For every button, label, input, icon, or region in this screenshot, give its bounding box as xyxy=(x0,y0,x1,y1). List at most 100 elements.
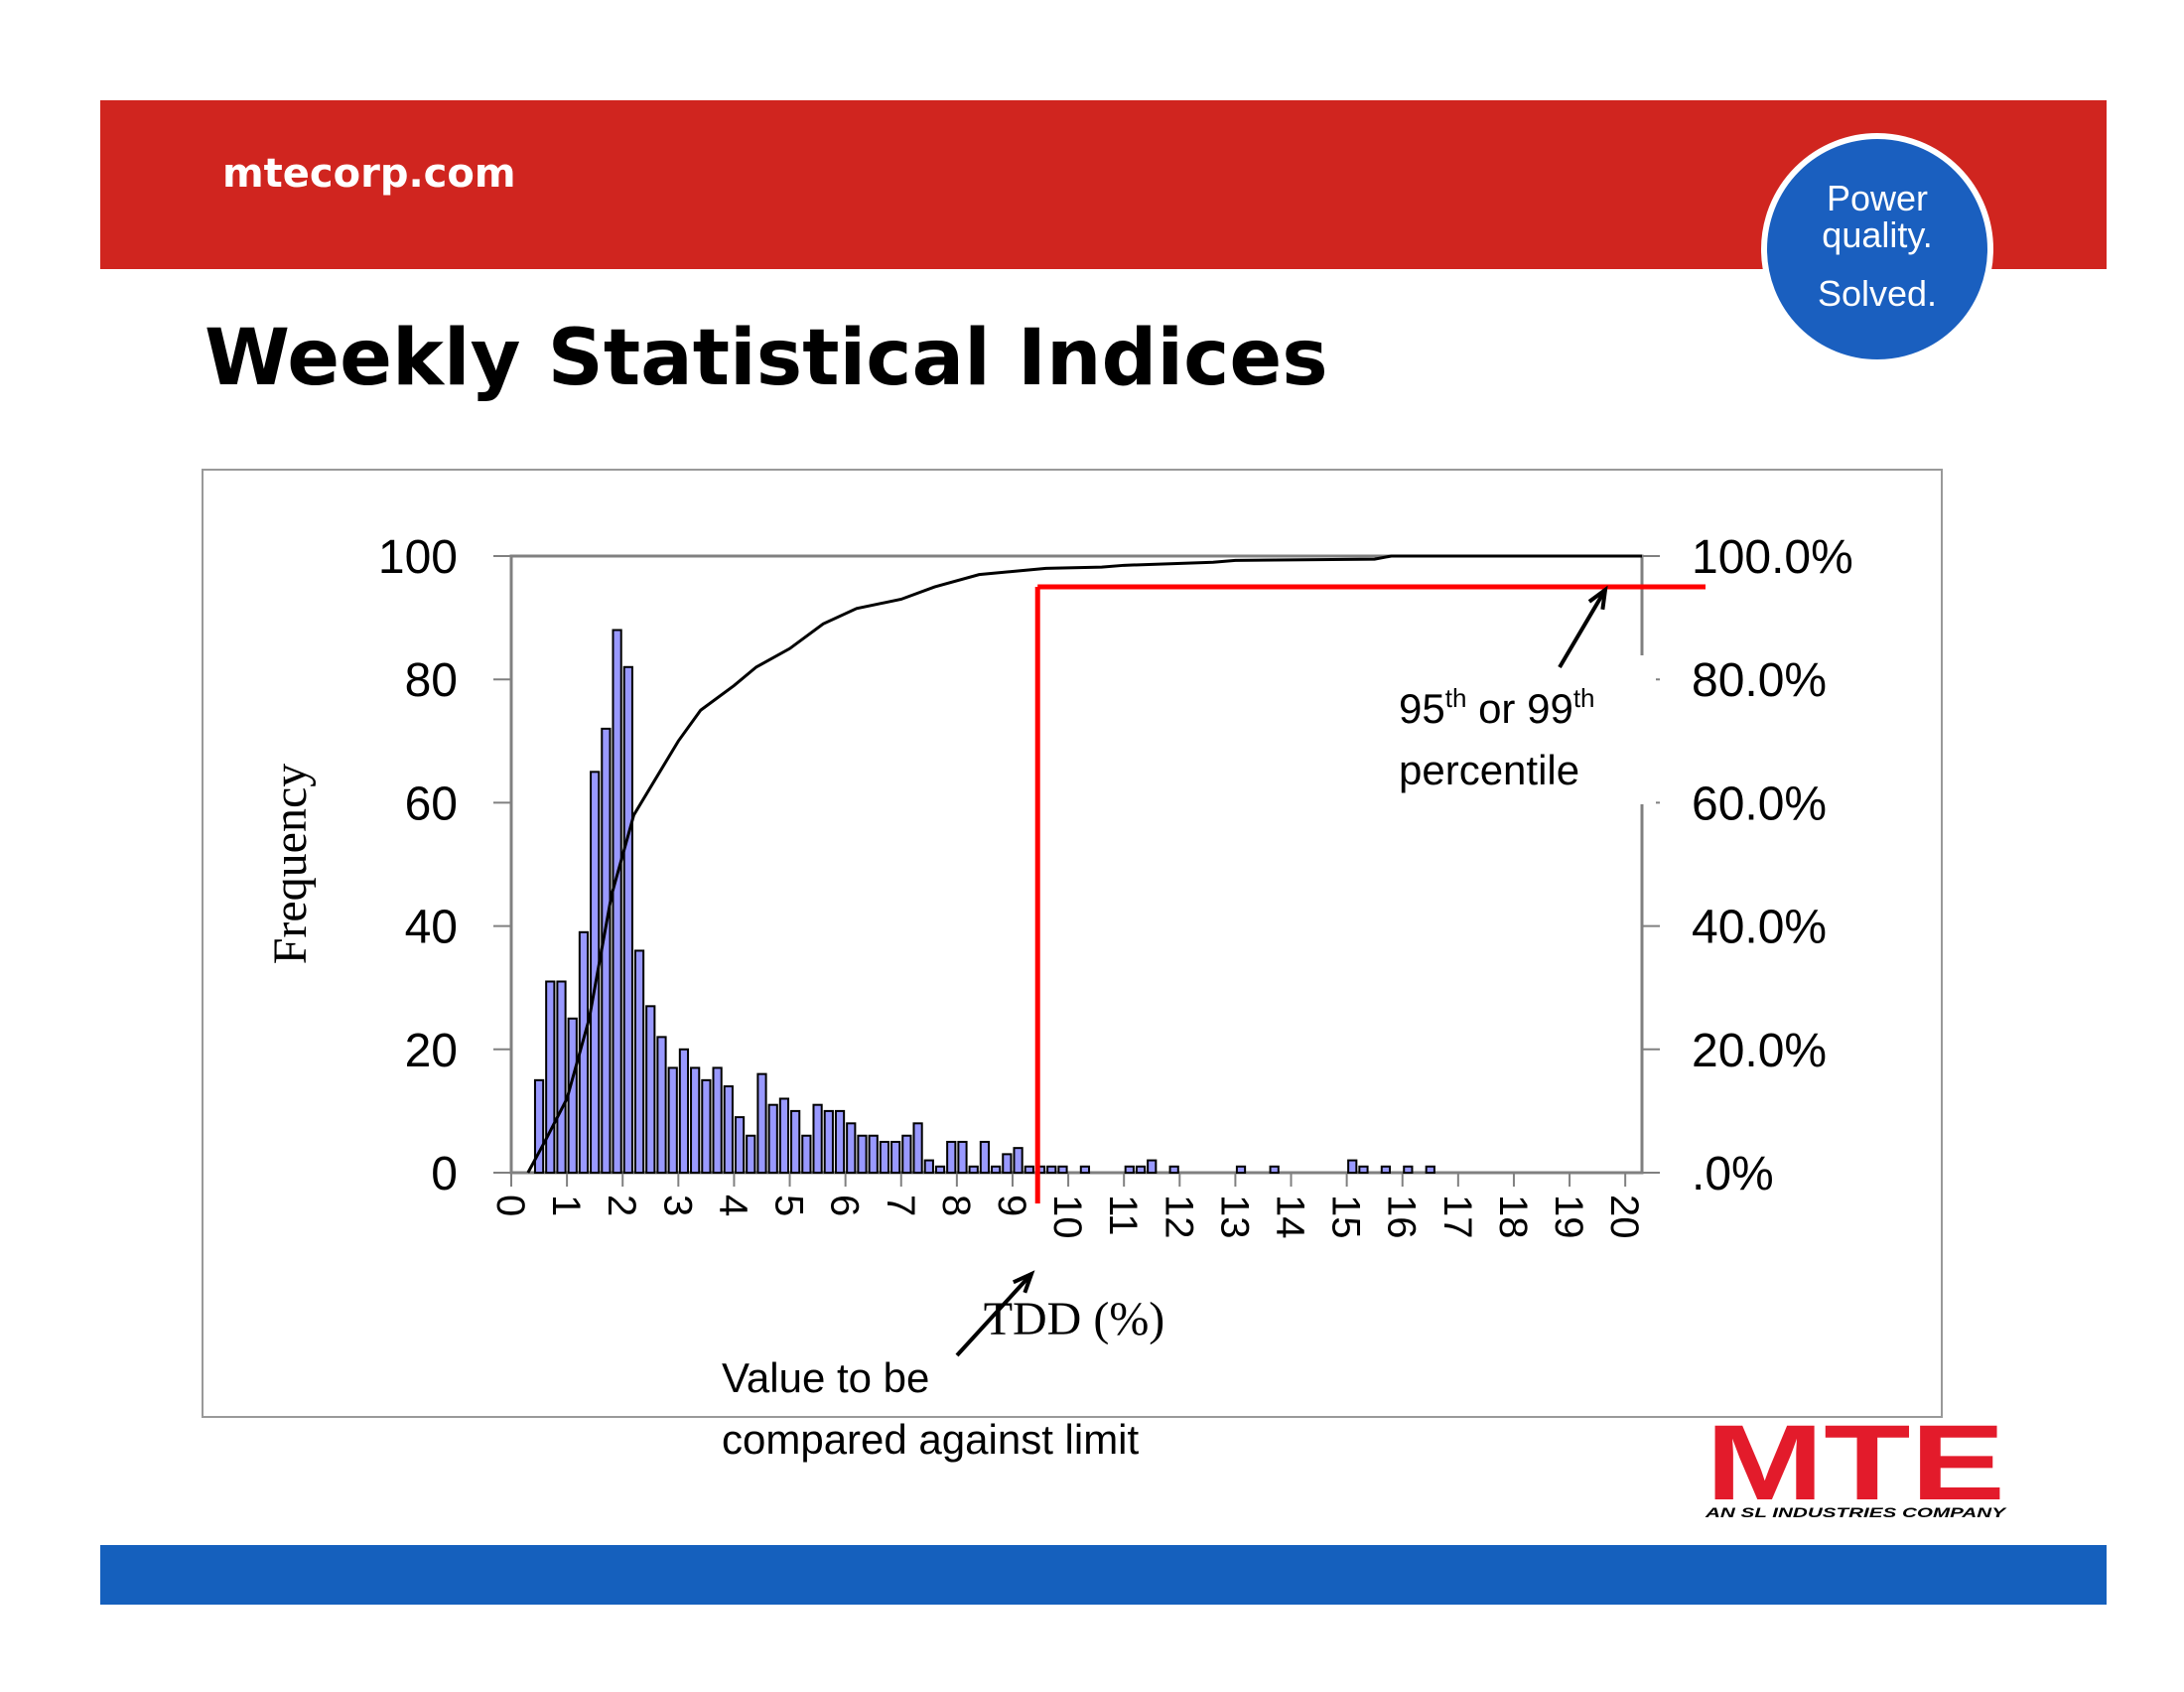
x-tick-label: 15 xyxy=(1324,1195,1368,1239)
annotation-part: or 99 xyxy=(1466,685,1572,732)
badge-text: quality. xyxy=(1822,214,1932,255)
x-tick-label: 3 xyxy=(655,1195,699,1216)
y-tick-label: 80 xyxy=(405,654,458,707)
bar xyxy=(1347,1159,1358,1174)
bar xyxy=(1057,1165,1068,1175)
y-axis-label: Frequency xyxy=(264,764,317,965)
bar xyxy=(756,1072,767,1175)
bar xyxy=(645,1005,656,1175)
bar xyxy=(734,1116,746,1174)
bar xyxy=(1168,1165,1179,1175)
bar xyxy=(612,629,622,1174)
bar xyxy=(790,1109,801,1175)
bar xyxy=(701,1078,712,1174)
bar xyxy=(934,1165,946,1175)
bar xyxy=(746,1134,756,1174)
bar xyxy=(545,980,556,1174)
arrow-head xyxy=(1012,1270,1035,1294)
bar xyxy=(834,1109,846,1175)
bar xyxy=(633,949,645,1174)
x-tick-label: 4 xyxy=(711,1195,754,1216)
annotation: 95th or 99th xyxy=(1399,683,1595,732)
bar xyxy=(556,980,567,1174)
logo: MTE xyxy=(1706,1402,2005,1522)
bar xyxy=(690,1066,701,1175)
bar xyxy=(957,1140,968,1174)
bar xyxy=(712,1066,723,1175)
bar xyxy=(1235,1165,1247,1175)
bar xyxy=(857,1134,868,1174)
bar xyxy=(1002,1153,1013,1174)
bar xyxy=(1135,1165,1147,1175)
bar xyxy=(1380,1165,1392,1175)
x-tick-label: 6 xyxy=(823,1195,867,1216)
x-tick-label: 2 xyxy=(600,1195,643,1216)
bar xyxy=(879,1140,890,1174)
bar xyxy=(656,1036,667,1174)
bar xyxy=(968,1165,979,1175)
bar xyxy=(1403,1165,1414,1175)
footer-band xyxy=(100,1545,2107,1605)
y2-tick-label: 60.0% xyxy=(1692,777,1827,830)
annotation: Value to be xyxy=(722,1354,929,1401)
slide-title: Weekly Statistical Indices xyxy=(205,314,1328,403)
arrow xyxy=(955,1272,1033,1357)
y2-tick-label: .0% xyxy=(1692,1148,1774,1200)
bar xyxy=(767,1103,778,1174)
bar xyxy=(912,1122,923,1174)
bar xyxy=(622,665,633,1175)
chart-box xyxy=(202,469,1943,1418)
arrow-head xyxy=(1587,585,1608,611)
bar xyxy=(801,1134,812,1174)
x-tick-label: 0 xyxy=(488,1195,532,1216)
bar xyxy=(946,1140,957,1174)
x-tick-label: 7 xyxy=(879,1195,922,1216)
y-tick-label: 40 xyxy=(405,902,458,954)
plot-frame xyxy=(509,554,1644,1175)
bar xyxy=(812,1103,823,1174)
x-tick-label: 5 xyxy=(767,1195,811,1216)
superscript: th xyxy=(1445,683,1467,713)
annotation: compared against limit xyxy=(722,1416,1140,1463)
bar xyxy=(991,1165,1002,1175)
x-tick-label: 11 xyxy=(1101,1195,1145,1236)
annotation-part: 95 xyxy=(1399,685,1445,732)
x-axis-label: TDD (%) xyxy=(984,1293,1165,1345)
bar xyxy=(923,1159,934,1174)
bar xyxy=(1046,1165,1057,1175)
badge xyxy=(1761,133,1993,365)
bar xyxy=(778,1097,790,1174)
annotation-bg xyxy=(1390,655,1656,804)
bar xyxy=(868,1134,879,1174)
bar xyxy=(1024,1165,1034,1175)
y2-tick-label: 80.0% xyxy=(1692,654,1827,707)
y2-tick-label: 100.0% xyxy=(1692,531,1853,584)
bar xyxy=(846,1122,857,1174)
annotation: percentile xyxy=(1399,747,1579,793)
x-tick-label: 12 xyxy=(1157,1195,1200,1239)
bar xyxy=(890,1140,901,1174)
bar xyxy=(667,1066,678,1175)
superscript: th xyxy=(1573,683,1595,713)
y-tick-label: 60 xyxy=(405,777,458,830)
arrow xyxy=(1558,588,1607,669)
bar xyxy=(979,1140,991,1174)
y2-tick-label: 40.0% xyxy=(1692,902,1827,954)
bar xyxy=(601,727,612,1174)
bar xyxy=(1013,1147,1024,1175)
site: mtecorp.com xyxy=(222,151,516,197)
x-tick-label: 17 xyxy=(1435,1195,1479,1239)
bar xyxy=(1124,1165,1135,1175)
x-tick-label: 20 xyxy=(1602,1195,1646,1239)
x-tick-label: 16 xyxy=(1380,1195,1424,1239)
bar xyxy=(567,1017,578,1174)
bar xyxy=(533,1078,545,1174)
x-tick-label: 19 xyxy=(1547,1195,1590,1239)
bar xyxy=(901,1134,912,1174)
x-tick-label: 14 xyxy=(1269,1195,1312,1239)
bar xyxy=(1147,1159,1158,1174)
x-tick-label: 1 xyxy=(544,1195,588,1216)
y-tick-label: 100 xyxy=(378,531,458,584)
